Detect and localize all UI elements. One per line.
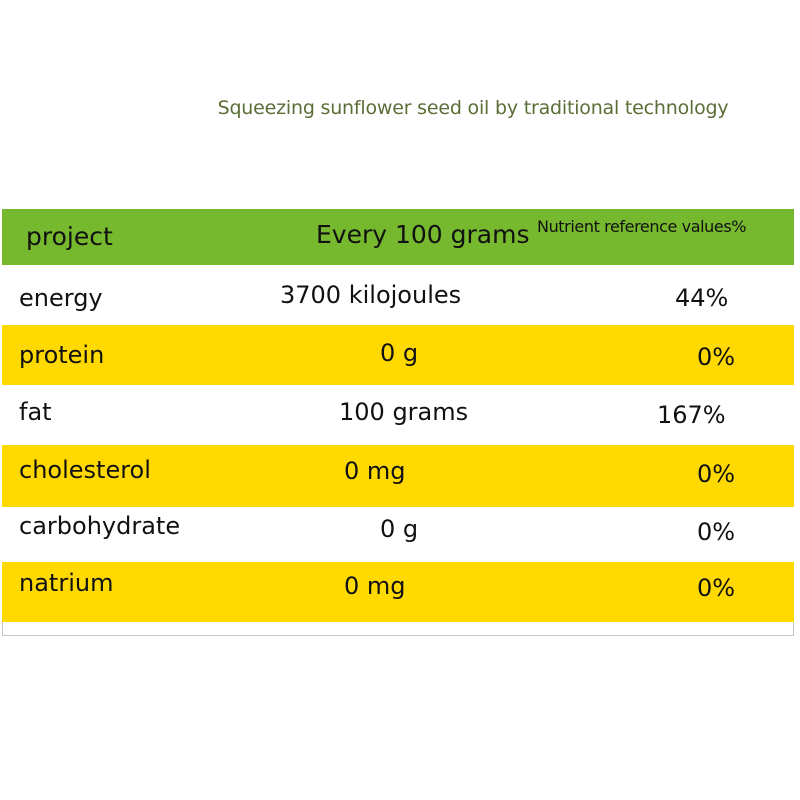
item-nrv: 44% (675, 284, 729, 312)
page-subtitle: Squeezing sunflower seed oil by traditio… (217, 97, 729, 119)
header-every-100-grams: Every 100 grams (316, 220, 530, 249)
table-row: energy 3700 kilojoules 44% (2, 265, 794, 325)
item-name: protein (19, 341, 105, 369)
item-amount: 3700 kilojoules (280, 281, 462, 309)
item-nrv: 0% (697, 574, 736, 602)
table-row: carbohydrate 0 g 0% (2, 507, 794, 562)
item-amount: 0 mg (344, 572, 406, 600)
item-amount: 0 mg (344, 457, 406, 485)
item-nrv: 0% (697, 343, 736, 371)
header-project: project (26, 222, 113, 251)
item-amount: 0 g (380, 515, 419, 543)
item-name: energy (19, 284, 103, 312)
header-nrv: Nutrient reference values% (537, 217, 747, 236)
table-row: fat 100 grams 167% (2, 385, 794, 445)
item-nrv: 0% (697, 518, 736, 546)
item-amount: 100 grams (339, 398, 469, 426)
table-header-row: project Every 100 grams Nutrient referen… (2, 209, 794, 265)
item-name: carbohydrate (19, 512, 181, 540)
table-row: natrium 0 mg 0% (2, 562, 794, 622)
item-amount: 0 g (380, 339, 419, 367)
item-nrv: 167% (657, 401, 726, 429)
table-row: cholesterol 0 mg 0% (2, 445, 794, 507)
item-nrv: 0% (697, 460, 736, 488)
item-name: fat (19, 398, 52, 426)
item-name: natrium (19, 569, 114, 597)
item-name: cholesterol (19, 456, 151, 484)
table-row: protein 0 g 0% (2, 325, 794, 385)
